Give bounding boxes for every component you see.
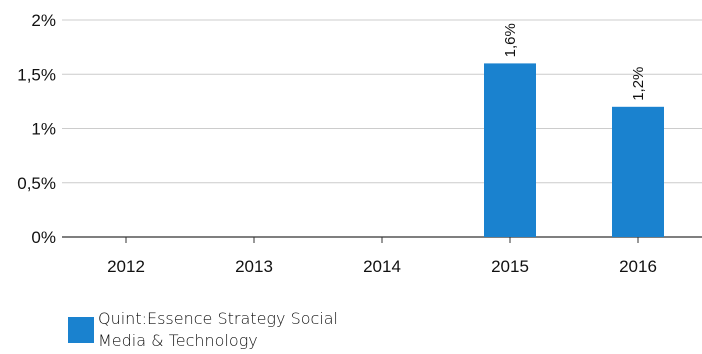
data-label: 1,6%: [502, 23, 519, 57]
bar: [484, 63, 536, 238]
x-axis-tick-labels: 2012 2013 2014 2015 2016: [107, 257, 657, 276]
x-tick-label: 2013: [235, 257, 273, 276]
x-tick-label: 2016: [619, 257, 657, 276]
gridlines: [62, 19, 702, 243]
y-tick-label: 1%: [31, 120, 56, 139]
y-tick-label: 0%: [31, 228, 56, 247]
y-axis-tick-labels: 0% 0,5% 1% 1,5% 2%: [17, 11, 56, 247]
y-tick-label: 0,5%: [17, 174, 56, 193]
x-tick-label: 2014: [363, 257, 401, 276]
y-tick-label: 2%: [31, 11, 56, 30]
legend-label: Quint:Essence Strategy Social Media & Te…: [98, 309, 338, 350]
x-tick-label: 2012: [107, 257, 145, 276]
x-tick-label: 2015: [491, 257, 529, 276]
data-label: 1,2%: [630, 67, 647, 101]
legend: Quint:Essence Strategy Social Media & Te…: [68, 308, 358, 352]
y-tick-label: 1,5%: [17, 65, 56, 84]
legend-swatch: [68, 317, 94, 343]
bar: [612, 106, 664, 237]
bar-chart: 0% 0,5% 1% 1,5% 2% 2012 2013 2014 2015 2016 1,6%…: [17, 11, 702, 276]
bars: [484, 63, 664, 238]
data-labels: 1,6% 1,2%: [502, 23, 647, 101]
